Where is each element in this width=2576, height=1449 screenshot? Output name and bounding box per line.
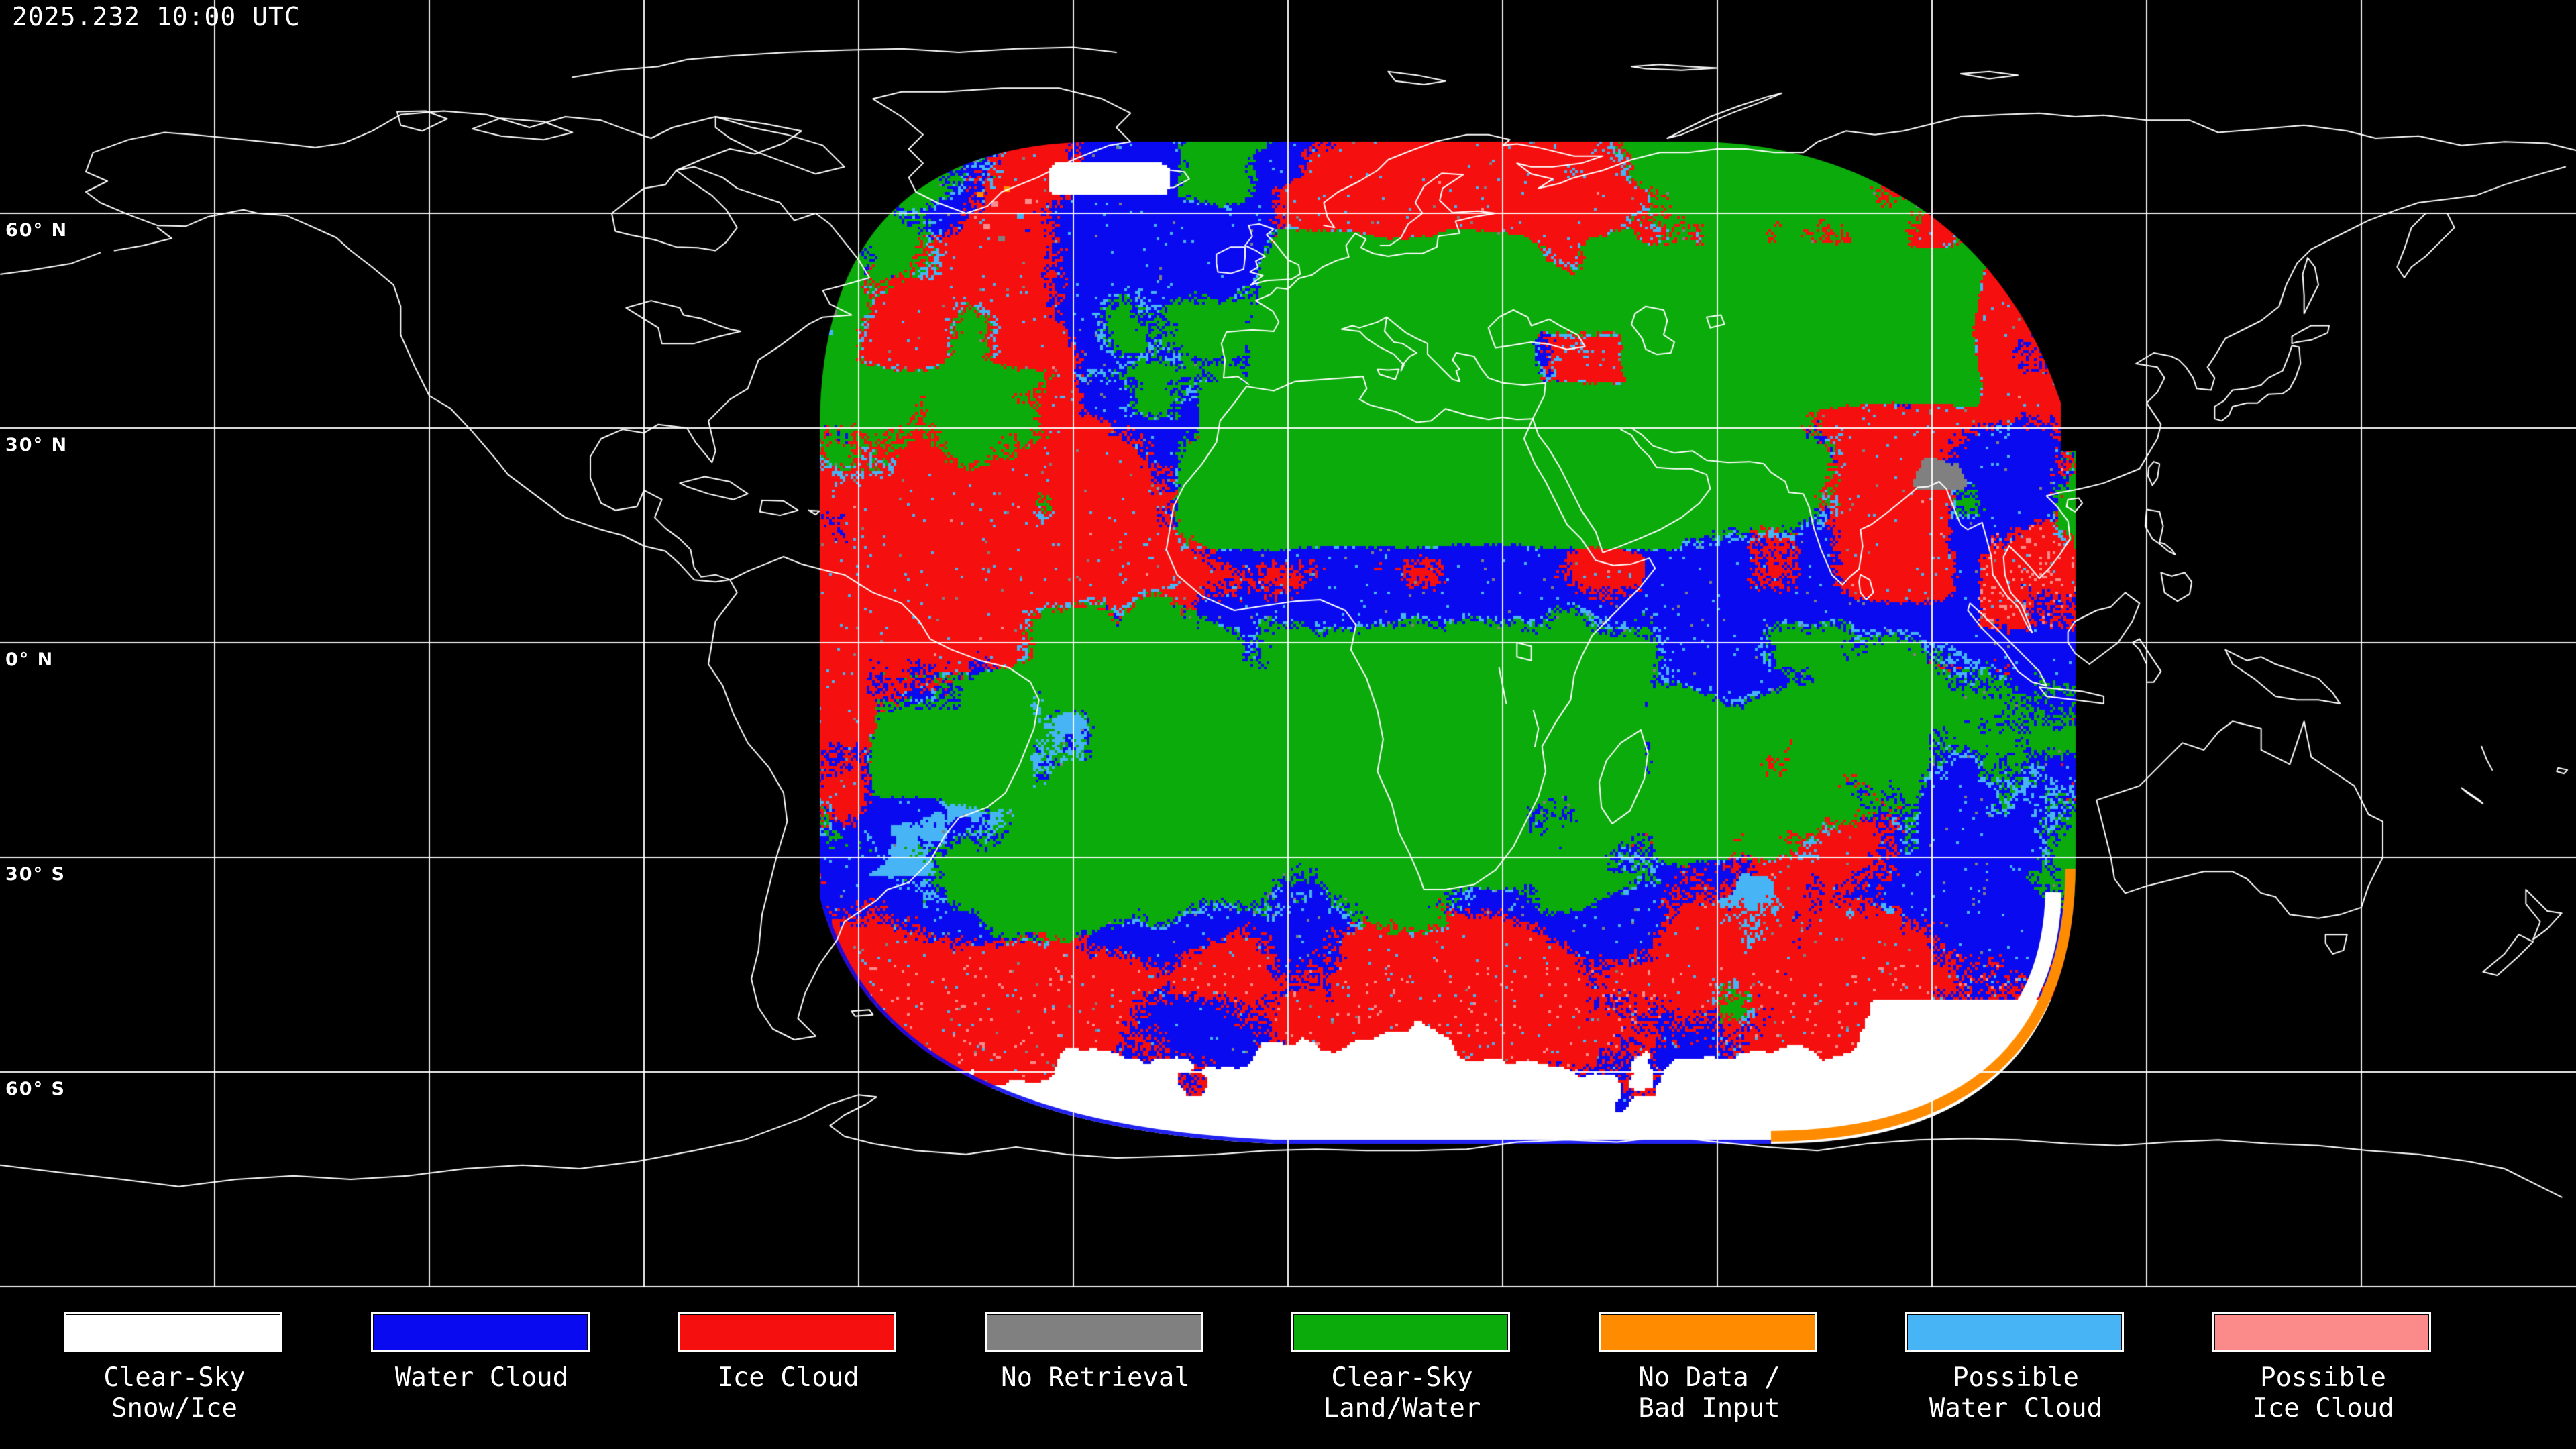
legend-swatch-possible-water-cloud	[1905, 1312, 2124, 1352]
legend-label-clear-sky-snow-ice: Clear-Sky Snow/Ice	[103, 1362, 246, 1424]
legend-swatch-no-data-bad-input	[1599, 1312, 1817, 1352]
legend-label-no-retrieval: No Retrieval	[1001, 1362, 1190, 1393]
legend-swatch-water-cloud	[371, 1312, 590, 1352]
latitude-label-60n: 60° N	[5, 220, 68, 241]
legend-label-no-data-bad-input: No Data / Bad Input	[1638, 1362, 1780, 1424]
legend-label-ice-cloud: Ice Cloud	[717, 1362, 859, 1393]
legend-swatch-clear-sky-land-water	[1291, 1312, 1510, 1352]
legend-swatch-possible-ice-cloud	[2212, 1312, 2431, 1352]
legend-swatch-no-retrieval	[985, 1312, 1203, 1352]
latitude-label-30n: 30° N	[5, 435, 68, 455]
legend-swatch-clear-sky-snow-ice	[64, 1312, 282, 1352]
legend-label-clear-sky-land-water: Clear-Sky Land/Water	[1323, 1362, 1481, 1424]
latitude-label-60s: 60° S	[5, 1079, 66, 1099]
latitude-label-30s: 30° S	[5, 864, 66, 885]
timestamp: 2025.232 10:00 UTC	[12, 2, 301, 32]
latitude-label-0n: 0° N	[5, 649, 54, 670]
legend-label-possible-water-cloud: Possible Water Cloud	[1929, 1362, 2103, 1424]
legend-label-water-cloud: Water Cloud	[394, 1362, 569, 1393]
legend-swatch-ice-cloud	[678, 1312, 896, 1352]
legend-label-possible-ice-cloud: Possible Ice Cloud	[2252, 1362, 2394, 1424]
